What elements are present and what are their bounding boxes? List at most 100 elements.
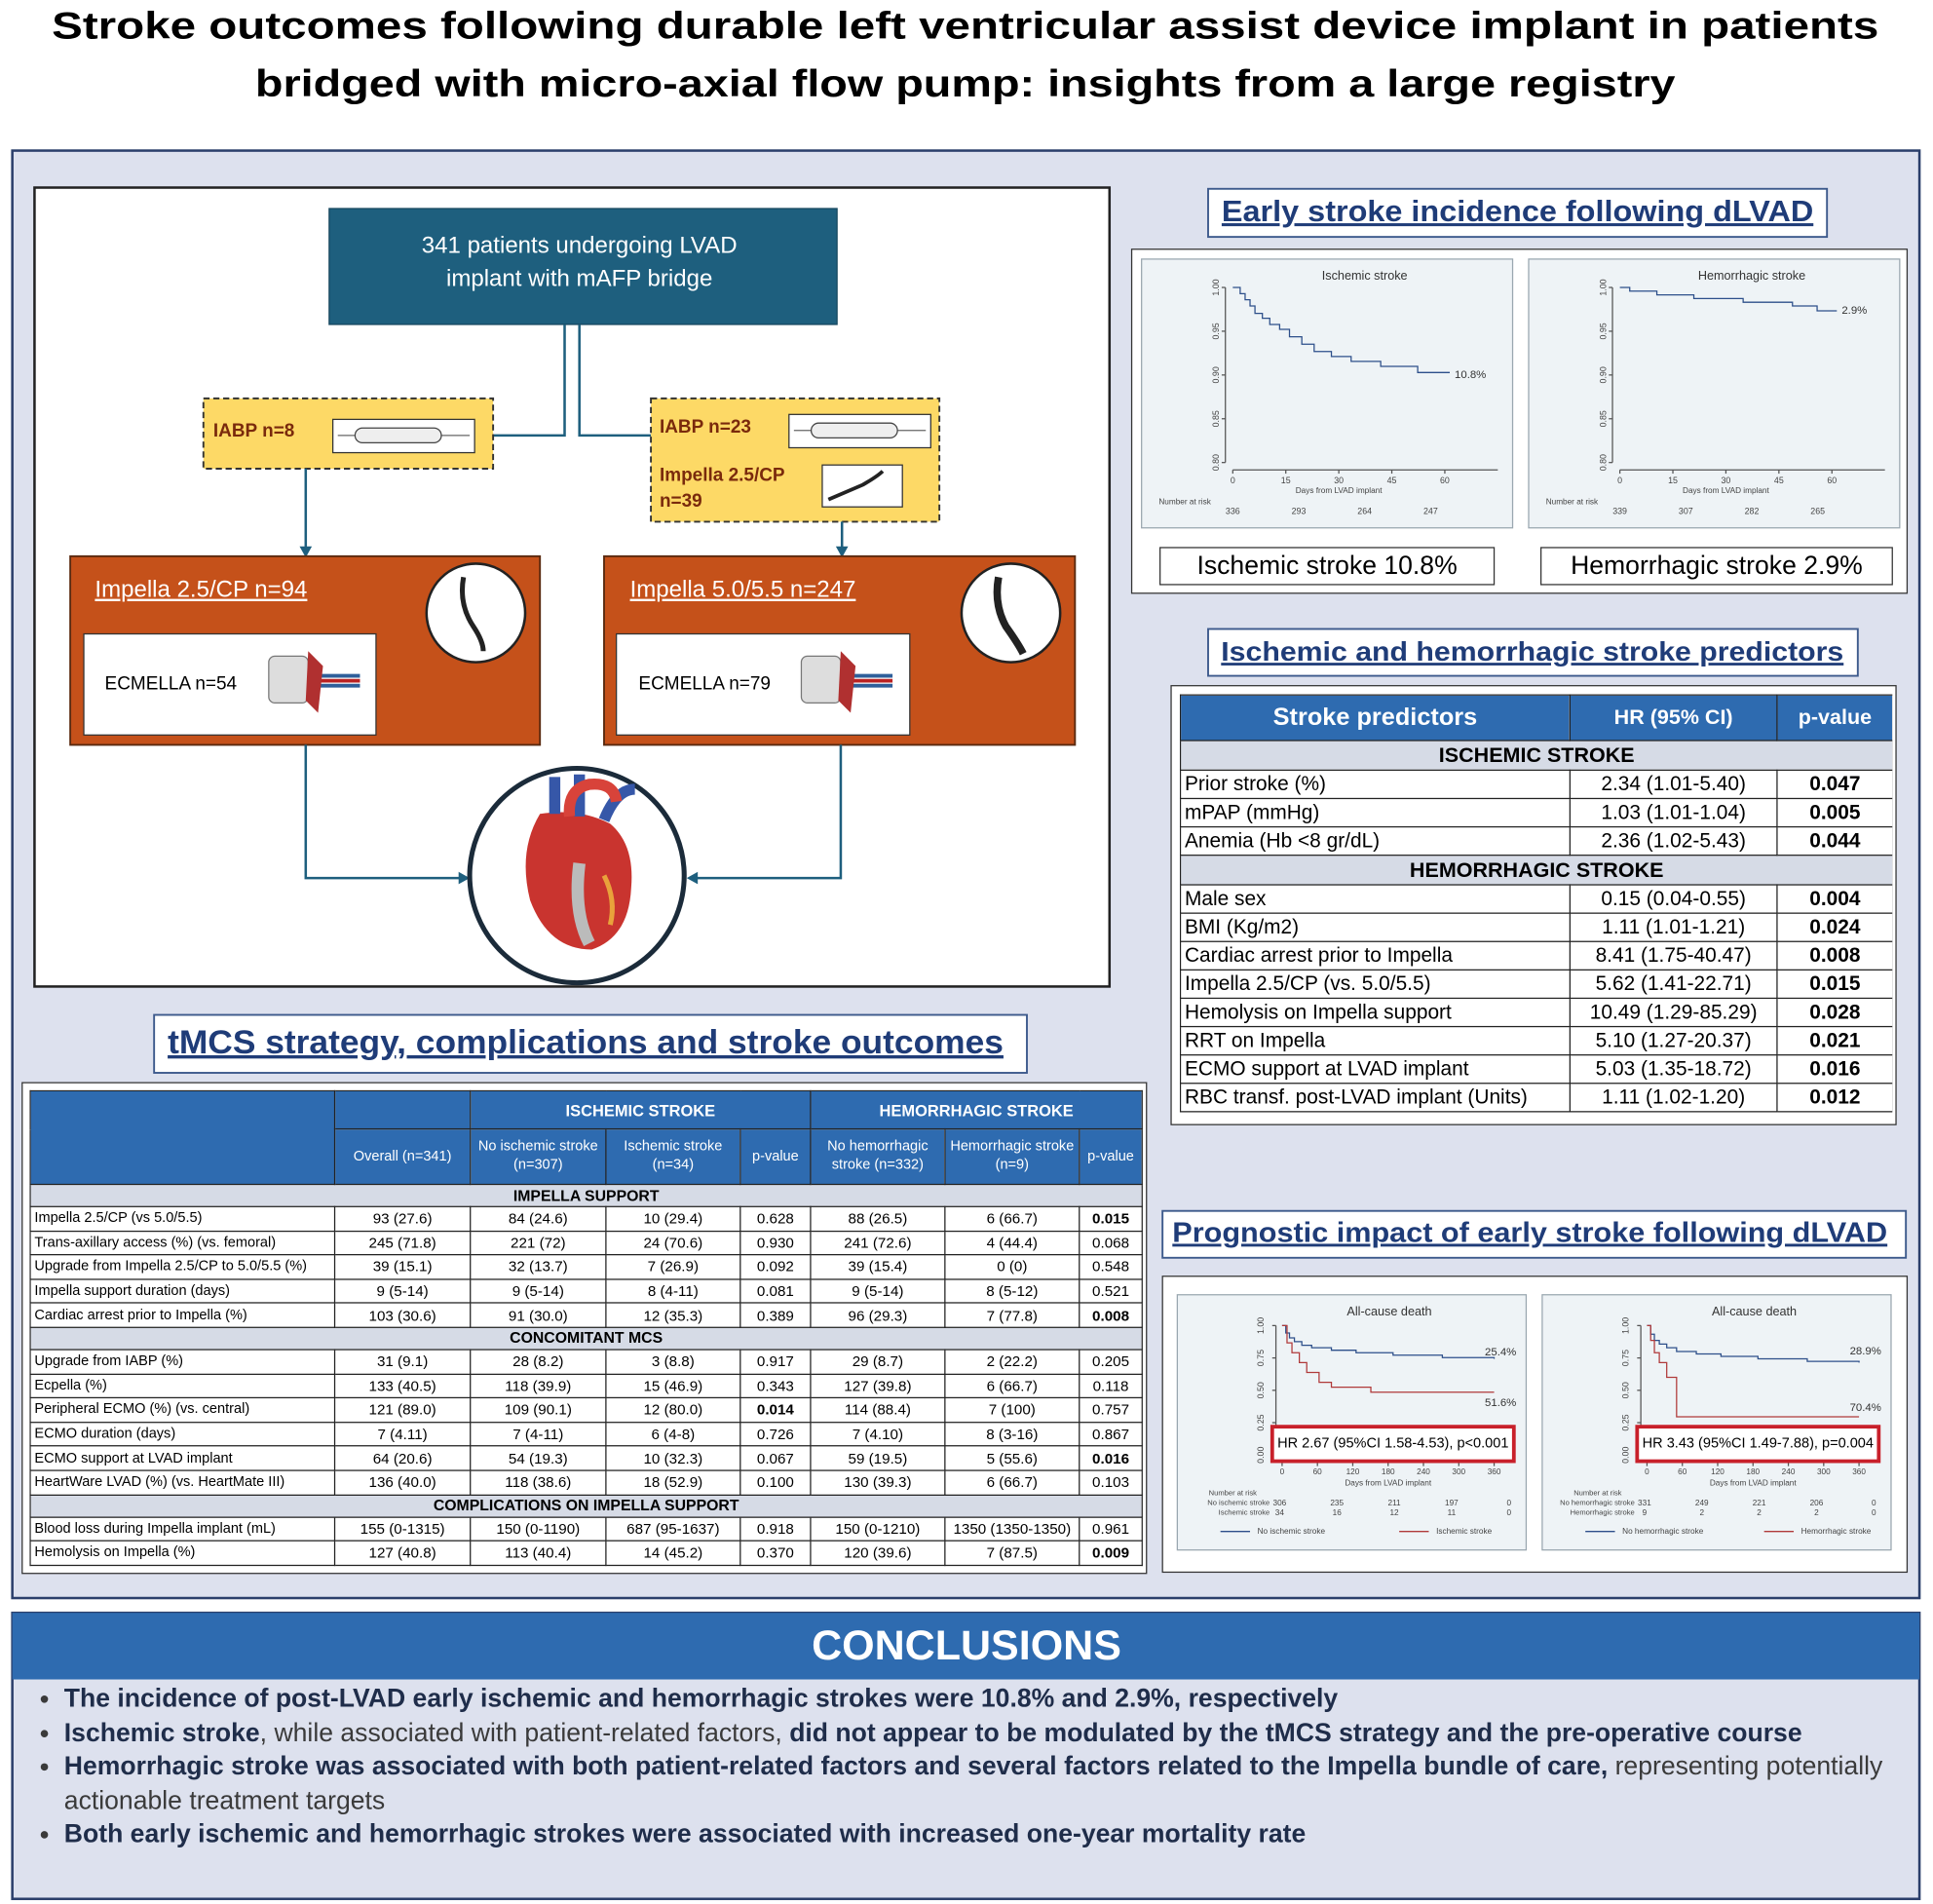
cell: 15 (46.9): [605, 1373, 741, 1399]
cell: 0.867: [1079, 1421, 1143, 1447]
population-box: [328, 208, 838, 325]
caption-box: [1540, 547, 1893, 586]
end-label: 70.4%: [1850, 1402, 1881, 1414]
section-title: HEMORRHAGIC STROKE: [1179, 855, 1893, 886]
x-axis-label: Days from LVAD implant: [1296, 486, 1383, 495]
x-tick-label: 45: [1387, 476, 1397, 485]
y-tick-label: 0.80: [1211, 454, 1221, 471]
cell: 3 (8.8): [605, 1349, 741, 1375]
cell: 0.092: [739, 1254, 812, 1280]
risk-number: 2: [1757, 1508, 1762, 1517]
x-tick-label: 60: [1827, 476, 1837, 485]
data-row: mPAP (mmHg) 1.03 (1.01-1.04) 0.005: [1179, 797, 1893, 828]
cell: 0.016: [1776, 1054, 1893, 1085]
data-row: Trans-axillary access (%) (vs. femoral) 2…: [29, 1230, 1143, 1256]
x-tick-label: 0: [1231, 476, 1235, 485]
end-label: 25.4%: [1485, 1347, 1516, 1358]
cell: Upgrade from Impella 2.5/CP to 5.0/5.5 (…: [29, 1254, 336, 1280]
cell: 8.41 (1.75-40.47): [1569, 940, 1778, 971]
cell: 96 (29.3): [810, 1302, 946, 1328]
cell: 6 (4-8): [605, 1421, 741, 1447]
cell: 9 (5-14): [810, 1278, 946, 1305]
title-line: Stroke outcomes following durable left v…: [52, 5, 1878, 48]
risk-number: 264: [1357, 507, 1372, 516]
risk-number: 2: [1699, 1508, 1704, 1517]
ecmella-text: ECMELLA n=79: [638, 673, 771, 694]
connector: [304, 744, 843, 880]
y-tick-label: 1.00: [1256, 1317, 1266, 1334]
cell: Upgrade from IABP (%): [29, 1349, 336, 1375]
x-tick-label: 60: [1678, 1467, 1687, 1476]
plot-area: [1176, 1294, 1528, 1551]
cell: 0.343: [739, 1373, 812, 1399]
conclusion-item: Both early ischemic and hemorrhagic stro…: [64, 1817, 1892, 1851]
cell: 1.11 (1.02-1.20): [1569, 1083, 1778, 1113]
cell: 0.016: [1079, 1445, 1143, 1471]
x-tick-label: 60: [1313, 1467, 1323, 1476]
data-row: RRT on Impella 5.10 (1.27-20.37) 0.021: [1179, 1025, 1893, 1056]
conclusion-text: representing potentially actionable trea…: [63, 1752, 1883, 1815]
risk-title: Number at risk: [1158, 497, 1211, 506]
y-tick-label: 0.25: [1256, 1414, 1266, 1430]
flowchart: 341 patients undergoing LVAD implant wit…: [33, 186, 1112, 988]
risk-number: 197: [1445, 1499, 1459, 1507]
cell: 29 (8.7): [810, 1349, 946, 1375]
risk-number: 282: [1745, 507, 1760, 516]
km-curve: [1619, 286, 1838, 312]
cell: 103 (30.6): [333, 1302, 472, 1328]
header-blank: [333, 1089, 472, 1130]
risk-number: 16: [1333, 1508, 1343, 1517]
cell: 28 (8.2): [470, 1349, 607, 1375]
cell: 0.917: [739, 1349, 812, 1375]
risk-number: 293: [1292, 507, 1307, 516]
cell: 241 (72.6): [810, 1230, 946, 1256]
end-label: 2.9%: [1841, 305, 1867, 317]
cell: 6 (66.7): [944, 1469, 1080, 1496]
section-title: IMPELLA SUPPORT: [29, 1183, 1143, 1207]
cell: 7 (26.9): [605, 1254, 741, 1280]
section-row: IMPELLA SUPPORT: [29, 1183, 1143, 1207]
y-tick-label: 0.50: [1256, 1382, 1266, 1398]
data-row: ECMO support at LVAD implant 64 (20.6) 54 …: [29, 1445, 1143, 1471]
cell: 31 (9.1): [333, 1349, 472, 1375]
cell: 113 (40.4): [470, 1540, 607, 1566]
plot-title: All-cause death: [1712, 1305, 1797, 1318]
title-line: bridged with micro-axial flow pump: insi…: [255, 62, 1676, 105]
cell: 0.005: [1776, 797, 1893, 828]
risk-number: 0: [1872, 1508, 1876, 1517]
cell: 130 (39.3): [810, 1469, 946, 1496]
x-tick-label: 240: [1782, 1467, 1796, 1476]
cell: 0.100: [739, 1469, 812, 1496]
section-heading: Ischemic and hemorrhagic stroke predicto…: [1221, 636, 1843, 666]
cell: 0.628: [739, 1205, 812, 1232]
x-tick-label: 0: [1617, 476, 1622, 485]
table-container: ISCHEMIC STROKE HEMORRHAGIC STROKEOverall…: [29, 1089, 1143, 1566]
cell: 0.918: [739, 1515, 812, 1542]
cell: 0.004: [1776, 884, 1893, 914]
cell: 7 (4.11): [333, 1421, 472, 1447]
km-plot: Ischemic stroke 0.80 0.85 0.90 0.95 1.00 0 15 30…: [1141, 258, 1514, 586]
y-tick-label: 1.00: [1599, 279, 1609, 295]
hr-text: HR 3.43 (95%CI 1.49-7.88), p=0.004: [1643, 1436, 1874, 1452]
cell: 59 (19.5): [810, 1445, 946, 1471]
cell: 7 (4-11): [470, 1421, 607, 1447]
conclusion-text: The incidence of post-LVAD early ischemi…: [63, 1684, 1339, 1713]
heading-box: [153, 1013, 1028, 1074]
cell: 0.015: [1079, 1205, 1143, 1232]
data-row: ECMO duration (days) 7 (4.11) 7 (4-11) 6 (4…: [29, 1421, 1143, 1447]
cell: 8 (3-16): [944, 1421, 1080, 1447]
header-row: Stroke predictors HR (95% CI) p-value: [1179, 694, 1893, 742]
cell: 39 (15.4): [810, 1254, 946, 1280]
cell: HeartWare LVAD (%) (vs. HeartMate III): [29, 1469, 336, 1496]
conclusion-item: The incidence of post-LVAD early ischemi…: [64, 1682, 1892, 1716]
caption: Hemorrhagic stroke 2.9%: [1571, 551, 1863, 580]
risk-title: Number at risk: [1209, 1488, 1257, 1497]
cell: 0.067: [739, 1445, 812, 1471]
cell: 136 (40.0): [333, 1469, 472, 1496]
cell: 0.014: [739, 1396, 812, 1424]
cell: Hemolysis on Impella (%): [29, 1540, 336, 1566]
cell: 0.008: [1776, 940, 1893, 971]
risk-row-name: No ischemic stroke: [1207, 1499, 1270, 1507]
x-tick-label: 30: [1722, 476, 1731, 485]
